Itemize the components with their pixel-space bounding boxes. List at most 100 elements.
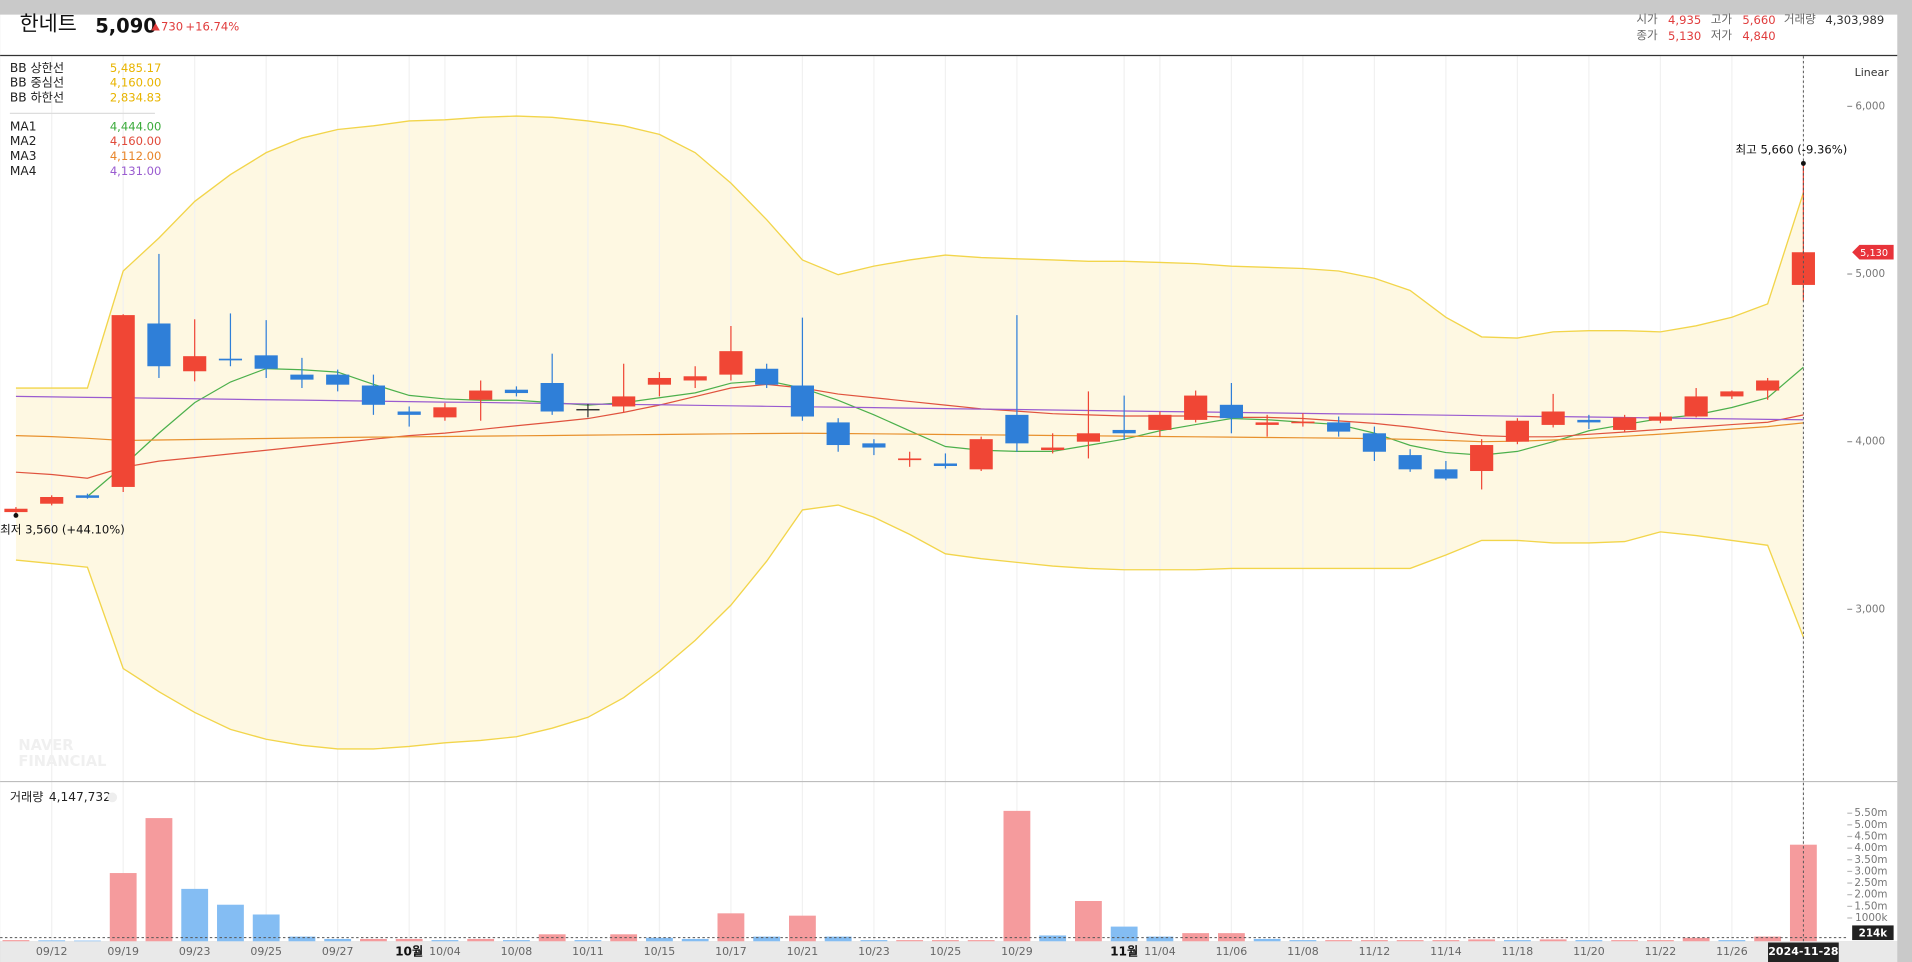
stat-label: 거래량 — [1784, 12, 1816, 26]
price-change-pct: +16.74% — [185, 19, 239, 33]
volume-bar — [181, 888, 209, 942]
volume-bar — [74, 940, 101, 942]
candle-body — [254, 355, 278, 369]
extreme-marker — [13, 513, 19, 518]
candle-body — [719, 351, 743, 375]
volume-bar — [1075, 900, 1102, 942]
y-tick-label: 2.00m — [1854, 889, 1887, 901]
stat-value: 5,130 — [1668, 29, 1701, 43]
x-tick-label: 10/23 — [858, 945, 890, 958]
ma-line — [15, 395, 1804, 421]
volume-bar — [932, 940, 959, 942]
volume-bar — [1754, 936, 1782, 942]
price-change: 730 — [161, 19, 183, 33]
legend-name: BB 중심선 — [10, 76, 64, 90]
candle-body — [612, 396, 636, 407]
stock-name: 한네트 — [20, 11, 77, 35]
volume-bar — [217, 904, 244, 942]
volume-bar — [1468, 939, 1496, 942]
stat-label: 종가 — [1636, 28, 1658, 42]
candle-body — [1184, 395, 1208, 420]
candle-body — [111, 315, 135, 487]
volume-bar — [503, 940, 530, 942]
candle-body — [75, 495, 100, 498]
x-tick-label: 09/23 — [179, 945, 211, 958]
price-tag — [1852, 244, 1894, 260]
volume-bar — [1253, 938, 1281, 942]
legend-value: 2,834.83 — [110, 91, 162, 105]
volume-bar — [109, 873, 137, 942]
legend-value: 4,160.00 — [110, 134, 162, 148]
legend-value: 4,160.00 — [110, 76, 162, 90]
volume-bar — [1360, 940, 1388, 942]
legend-name: MA3 — [10, 149, 37, 163]
x-tick-label: 11/14 — [1430, 945, 1462, 958]
volume-bar — [1682, 937, 1710, 942]
candle-body — [1541, 411, 1565, 425]
candle-body — [40, 497, 64, 504]
candle-body — [326, 374, 350, 385]
stat-value: 4,935 — [1668, 13, 1701, 27]
candle-body — [1112, 429, 1136, 434]
stat-label: 고가 — [1711, 12, 1733, 26]
y-tick-label: 6,000 — [1855, 100, 1885, 112]
stat-value: 4,840 — [1742, 29, 1775, 43]
annotation: 최고 5,660 (-9.36%) — [1735, 142, 1847, 156]
volume-bar — [1611, 940, 1639, 942]
candle-body — [1577, 419, 1601, 423]
volume-bar — [574, 940, 602, 942]
volume-bar — [1039, 935, 1067, 942]
x-tick-label: 11/20 — [1573, 945, 1605, 958]
legend-value: 4,131.00 — [110, 164, 162, 178]
volume-bar — [717, 913, 745, 942]
y-tick-label: 3.50m — [1854, 854, 1887, 866]
volume-bar — [1789, 844, 1817, 942]
candle-body — [1219, 404, 1243, 419]
x-tick-label: 11/26 — [1716, 945, 1748, 958]
candle-body — [1613, 417, 1637, 430]
volume-bar — [1289, 940, 1317, 942]
candle-body — [933, 463, 957, 466]
volume-bar — [646, 937, 673, 942]
x-tick-label: 10/11 — [572, 945, 604, 958]
plot-front: 3,000 4,000 5,000 6,000 1000k1.50m2.00m2.50m… — [0, 56, 1894, 962]
price-tag-label: 5,130 — [1860, 248, 1888, 259]
volume-bar — [896, 940, 924, 942]
volume-bar — [467, 938, 495, 942]
candle-body — [1398, 455, 1422, 470]
scale-label: Linear — [1855, 66, 1890, 79]
candle-body — [290, 374, 314, 380]
volume-bar — [1646, 940, 1674, 942]
volume-bar — [1432, 940, 1460, 942]
x-tick-label: 11/04 — [1144, 945, 1176, 958]
x-tick-label: 09/27 — [322, 945, 354, 958]
x-tick-label: 11/06 — [1216, 945, 1248, 958]
volume-bar — [753, 936, 781, 942]
stat-value: 4,303,989 — [1825, 13, 1884, 27]
volume-bar — [1503, 940, 1531, 942]
legend-value: 5,485.17 — [110, 61, 162, 75]
candle-body — [1291, 421, 1315, 424]
volume-bar — [1146, 936, 1174, 942]
x-tick-label: 09/12 — [36, 945, 68, 958]
close-icon[interactable] — [107, 792, 118, 803]
legend-name: MA1 — [10, 119, 37, 133]
y-tick-label: 4.00m — [1854, 842, 1887, 854]
watermark: NAVER — [18, 737, 73, 754]
x-tick-label: 10/04 — [429, 945, 461, 958]
candle-body — [1076, 433, 1100, 442]
x-tick-label: 11/22 — [1645, 945, 1677, 958]
x-tick-label: 09/19 — [107, 945, 139, 958]
candle-body — [1041, 447, 1065, 451]
candle-body — [790, 385, 815, 417]
candle-body — [1791, 252, 1815, 285]
candle-body — [218, 358, 243, 361]
x-tick-label: 11/12 — [1359, 945, 1391, 958]
x-tick-label: 10/21 — [787, 945, 819, 958]
candle-body — [1005, 414, 1029, 444]
legend: BB 상한선 5,485.17 BB 중심선 4,160.00 BB 하한선 2,834.… — [10, 61, 162, 178]
candle-body — [1684, 396, 1708, 417]
cursor-tag — [1852, 925, 1894, 941]
ma-line — [15, 422, 1804, 443]
candle-body — [576, 408, 600, 411]
